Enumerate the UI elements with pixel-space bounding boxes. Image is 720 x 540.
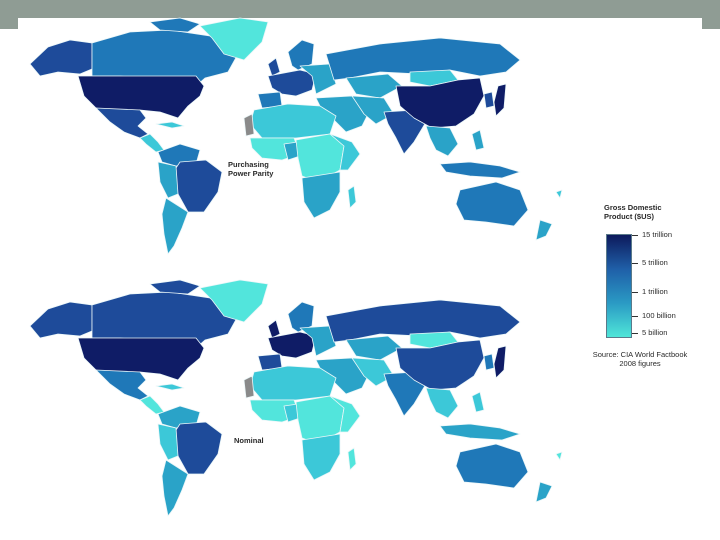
region-uk bbox=[267, 319, 281, 339]
country-japan bbox=[493, 345, 507, 379]
region-uk bbox=[267, 57, 281, 77]
country-madagascar bbox=[347, 447, 357, 471]
region-north-africa bbox=[249, 103, 337, 139]
legend-source-line2: 2008 figures bbox=[619, 359, 661, 368]
legend-tick-label: 15 trillion bbox=[642, 230, 673, 239]
region-kazakhstan bbox=[345, 73, 403, 99]
region-western-europe bbox=[267, 69, 317, 97]
region-scandinavia bbox=[287, 39, 315, 71]
legend-tick-label: 1 trillion bbox=[642, 287, 668, 296]
region-southern-africa bbox=[301, 433, 341, 481]
region-west-sahara bbox=[243, 375, 255, 399]
legend-tick-label: 5 billion bbox=[642, 328, 668, 337]
region-southeast-asia bbox=[425, 125, 459, 157]
country-peru-bolivia bbox=[157, 161, 179, 199]
legend-color-bar bbox=[606, 234, 632, 338]
country-argentina-chile bbox=[161, 197, 189, 255]
country-usa bbox=[77, 75, 205, 119]
gdp-legend: Gross Domestic Product ($US) 15 trillion… bbox=[580, 200, 700, 380]
country-brazil bbox=[171, 421, 223, 475]
country-greenland bbox=[199, 279, 269, 323]
legend-tick bbox=[632, 316, 638, 317]
country-usa bbox=[77, 337, 205, 381]
country-greenland bbox=[199, 17, 269, 61]
map-label-nominal: Nominal bbox=[234, 436, 264, 445]
region-philippines bbox=[471, 129, 485, 151]
legend-tick-label: 100 billion bbox=[642, 311, 676, 320]
map-nominal: Nominal bbox=[0, 276, 600, 520]
legend-tick bbox=[632, 263, 638, 264]
region-caribbean bbox=[155, 383, 185, 391]
country-mexico bbox=[95, 369, 149, 401]
country-japan bbox=[493, 83, 507, 117]
legend-tick bbox=[632, 292, 638, 293]
country-peru-bolivia bbox=[157, 423, 179, 461]
world-map-ppp bbox=[29, 17, 563, 255]
country-canada-arctic bbox=[149, 279, 201, 295]
map-label-ppp: Purchasing Power Parity bbox=[228, 160, 274, 178]
region-east-africa bbox=[329, 395, 361, 433]
country-china bbox=[395, 77, 485, 129]
region-eastern-europe bbox=[299, 63, 337, 95]
country-argentina-chile bbox=[161, 459, 189, 517]
region-scandinavia bbox=[287, 301, 315, 333]
legend-title: Gross Domestic Product ($US) bbox=[604, 203, 662, 221]
region-eastern-europe bbox=[299, 325, 337, 357]
country-canada-arctic bbox=[149, 17, 201, 33]
country-korea bbox=[483, 91, 495, 109]
region-east-africa bbox=[329, 133, 361, 171]
region-west-sahara bbox=[243, 113, 255, 137]
region-kazakhstan bbox=[345, 335, 403, 361]
country-australia bbox=[455, 443, 529, 489]
country-korea bbox=[483, 353, 495, 371]
country-new-zealand bbox=[535, 481, 553, 503]
region-southern-africa bbox=[301, 171, 341, 219]
country-brazil bbox=[171, 159, 223, 213]
country-mexico bbox=[95, 107, 149, 139]
region-central-america bbox=[139, 133, 165, 153]
country-australia bbox=[455, 181, 529, 227]
region-iran-afghanistan bbox=[351, 357, 395, 387]
region-central-america bbox=[139, 395, 165, 415]
region-north-africa bbox=[249, 365, 337, 401]
country-alaska bbox=[29, 39, 93, 77]
legend-source-line1: Source: CIA World Factbook bbox=[592, 350, 688, 359]
region-pacific-islands bbox=[555, 451, 563, 461]
country-alaska bbox=[29, 301, 93, 339]
region-iran-afghanistan bbox=[351, 95, 395, 125]
map-ppp: Purchasing Power Parity bbox=[0, 14, 600, 258]
region-indonesia bbox=[439, 161, 521, 179]
region-western-europe bbox=[267, 331, 317, 359]
region-philippines bbox=[471, 391, 485, 413]
legend-tick bbox=[632, 333, 638, 334]
legend-tick-label: 5 trillion bbox=[642, 258, 668, 267]
country-china bbox=[395, 339, 485, 391]
legend-tick bbox=[632, 235, 638, 236]
country-new-zealand bbox=[535, 219, 553, 241]
region-caribbean bbox=[155, 121, 185, 129]
country-madagascar bbox=[347, 185, 357, 209]
region-pacific-islands bbox=[555, 189, 563, 199]
legend-source: Source: CIA World Factbook 2008 figures bbox=[580, 350, 700, 368]
region-southeast-asia bbox=[425, 387, 459, 419]
world-map-nominal bbox=[29, 279, 563, 517]
region-indonesia bbox=[439, 423, 521, 441]
